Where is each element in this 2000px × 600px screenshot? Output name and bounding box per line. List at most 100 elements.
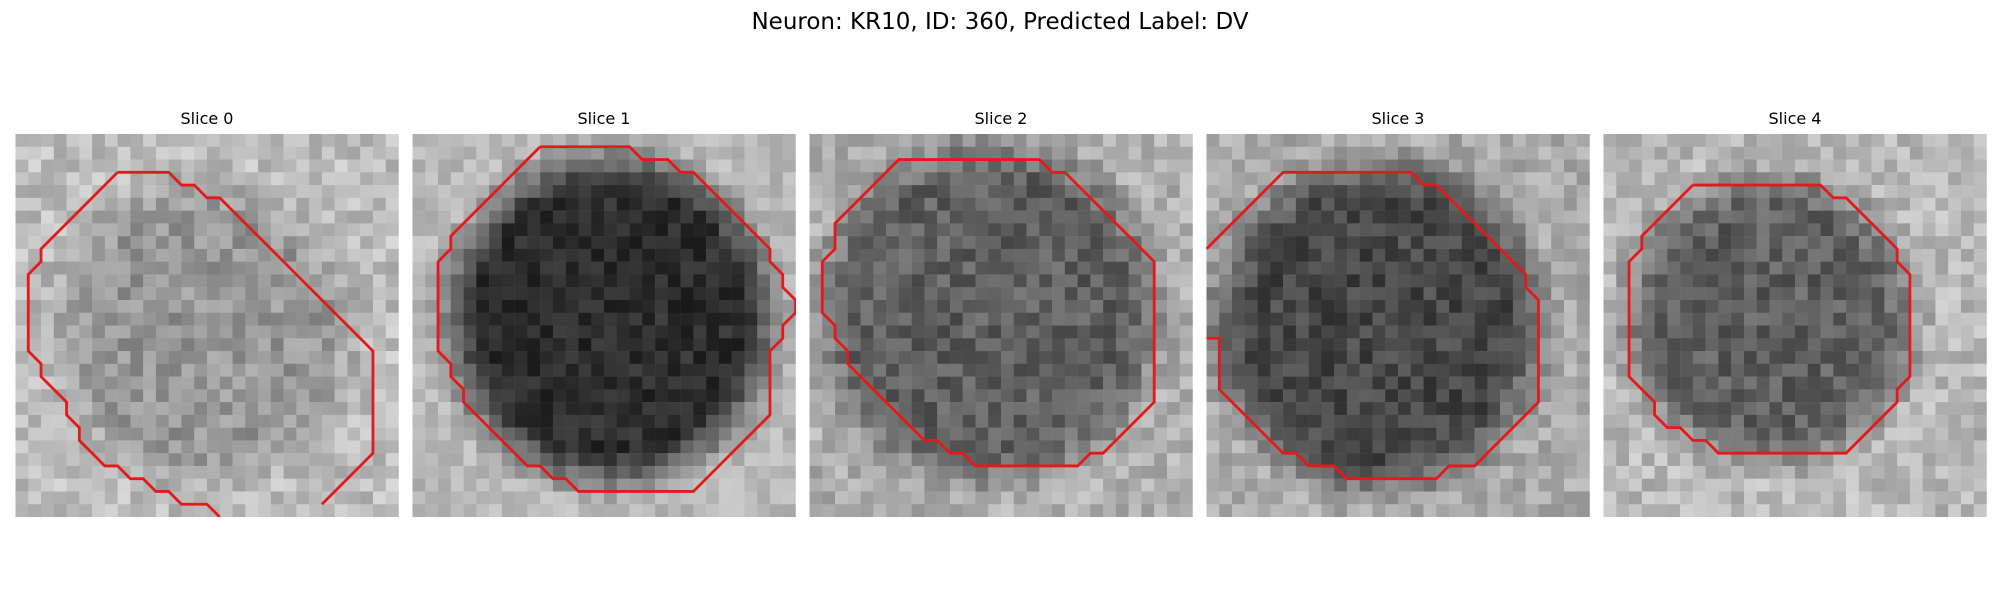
pixel: [130, 504, 144, 517]
pixel: [1077, 172, 1091, 186]
pixel: [360, 465, 374, 479]
pixel: [655, 261, 669, 275]
pixel: [168, 146, 182, 160]
pixel: [1077, 504, 1091, 517]
pixel: [680, 440, 694, 454]
pixel: [552, 134, 566, 148]
pixel: [372, 185, 386, 199]
pixel: [822, 159, 836, 173]
pixel: [1166, 274, 1180, 288]
pixel: [1563, 236, 1577, 250]
pixel: [1769, 504, 1783, 517]
pixel: [706, 504, 720, 517]
pixel: [578, 414, 592, 428]
pixel: [809, 376, 823, 390]
pixel: [1820, 210, 1834, 224]
pixel: [117, 287, 131, 301]
pixel: [1909, 478, 1923, 492]
pixel: [347, 427, 361, 441]
pixel: [130, 134, 144, 148]
pixel: [309, 363, 323, 377]
pixel: [847, 287, 861, 301]
pixel: [642, 440, 656, 454]
pixel: [309, 389, 323, 403]
pixel: [1474, 287, 1488, 301]
pixel: [1563, 440, 1577, 454]
pixel: [1001, 172, 1015, 186]
pixel: [886, 236, 900, 250]
pixel: [207, 402, 221, 416]
pixel: [1270, 504, 1284, 517]
pixel: [104, 197, 118, 211]
pixel: [1756, 236, 1770, 250]
pixel: [296, 248, 310, 262]
pixel: [667, 363, 681, 377]
pixel: [1629, 287, 1643, 301]
pixel: [1576, 197, 1590, 211]
pixel: [1026, 159, 1040, 173]
pixel: [1807, 478, 1821, 492]
pixel: [757, 312, 771, 326]
pixel: [1141, 465, 1155, 479]
pixel: [232, 261, 246, 275]
pixel: [1026, 440, 1040, 454]
pixel: [438, 453, 452, 467]
pixel: [53, 134, 67, 148]
pixel: [769, 491, 783, 505]
pixel: [347, 134, 361, 148]
pixel: [1219, 478, 1233, 492]
pixel: [540, 440, 554, 454]
pixel: [1244, 312, 1258, 326]
pixel: [769, 402, 783, 416]
pixel: [886, 465, 900, 479]
pixel: [476, 261, 490, 275]
pixel: [975, 299, 989, 313]
pixel: [1667, 504, 1681, 517]
pixel: [309, 261, 323, 275]
pixel: [1398, 465, 1412, 479]
pixel: [552, 210, 566, 224]
pixel: [1359, 197, 1373, 211]
pixel: [1166, 453, 1180, 467]
pixel: [1922, 351, 1936, 365]
pixel: [1616, 440, 1630, 454]
pixel: [1166, 465, 1180, 479]
pixel: [1935, 325, 1949, 339]
pixel: [425, 210, 439, 224]
pixel: [181, 376, 195, 390]
pixel: [1973, 146, 1987, 160]
pixel: [501, 453, 515, 467]
pixel: [1244, 427, 1258, 441]
pixel: [476, 274, 490, 288]
pixel: [1897, 465, 1911, 479]
pixel: [1166, 312, 1180, 326]
pixel: [1166, 287, 1180, 301]
pixel: [15, 134, 29, 148]
pixel: [372, 478, 386, 492]
pixel: [886, 427, 900, 441]
pixel: [1667, 274, 1681, 288]
pixel: [898, 146, 912, 160]
pixel: [385, 274, 399, 288]
pixel: [309, 172, 323, 186]
pixel: [1154, 427, 1168, 441]
pixel: [1795, 261, 1809, 275]
pixel: [1487, 312, 1501, 326]
pixel: [1616, 197, 1630, 211]
pixel: [1257, 236, 1271, 250]
pixel: [28, 185, 42, 199]
pixel: [1461, 478, 1475, 492]
pixel: [28, 287, 42, 301]
pixel: [1385, 146, 1399, 160]
pixel: [1372, 261, 1386, 275]
pixel: [1500, 440, 1514, 454]
pixel: [1743, 325, 1757, 339]
pixel: [565, 491, 579, 505]
pixel: [847, 223, 861, 237]
pixel: [194, 236, 208, 250]
pixel: [1871, 478, 1885, 492]
pixel: [1232, 185, 1246, 199]
pixel: [270, 465, 284, 479]
pixel: [1500, 146, 1514, 160]
pixel: [130, 351, 144, 365]
